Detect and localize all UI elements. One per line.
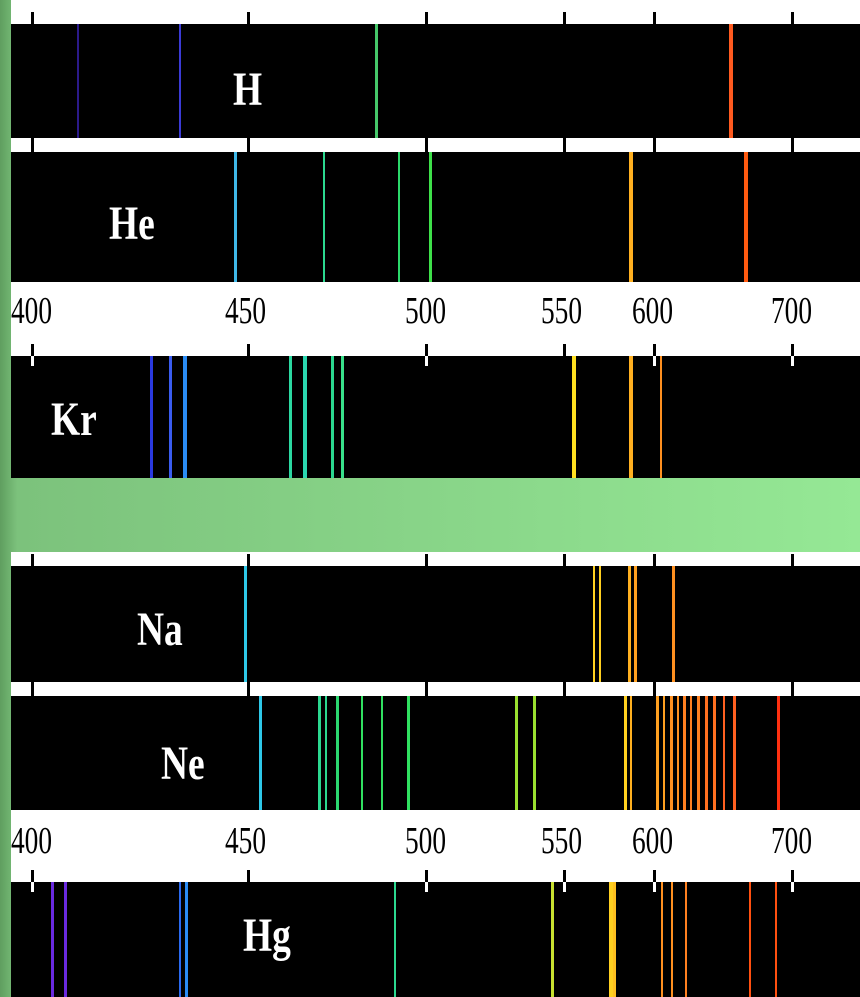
- spectral-line: [629, 356, 633, 478]
- element-label: Kr: [51, 393, 97, 446]
- spectral-line: [656, 696, 659, 810]
- spectral-line: [318, 696, 321, 810]
- spectral-line: [303, 356, 307, 478]
- spectral-line: [394, 882, 396, 997]
- spectral-line: [77, 24, 79, 138]
- scale-label: 400: [11, 820, 53, 862]
- spectral-line: [398, 152, 400, 282]
- spectral-line: [331, 356, 334, 478]
- spectral-line: [429, 152, 432, 282]
- spectral-line: [683, 696, 686, 810]
- spectral-line: [671, 882, 673, 997]
- scale-label: 600: [632, 290, 674, 332]
- spectral-line: [749, 882, 751, 997]
- element-label: Hg: [243, 909, 291, 962]
- spectral-line: [515, 696, 518, 810]
- element-label: Na: [137, 603, 183, 656]
- spectral-line: [244, 566, 247, 682]
- spectral-line: [593, 566, 595, 682]
- scale-label: 700: [771, 290, 813, 332]
- spectral-line: [697, 696, 700, 810]
- spectral-line: [64, 882, 67, 997]
- spectral-line: [150, 356, 153, 478]
- divider-top: [11, 0, 860, 24]
- spectral-line: [630, 696, 632, 810]
- spectrum-strip-hg: Hg: [11, 882, 860, 997]
- spectral-line: [533, 696, 536, 810]
- spectral-line: [661, 882, 663, 997]
- scale-label: 450: [225, 290, 267, 332]
- spectral-line: [381, 696, 383, 810]
- top-spectra-panel: H He 400 450 500 550 600 700: [11, 0, 860, 478]
- spectral-line: [628, 566, 631, 682]
- spectral-line: [713, 696, 716, 810]
- wavelength-scale: 400 450 500 550 600 700: [11, 810, 860, 882]
- spectral-line: [375, 24, 378, 138]
- element-label: He: [109, 197, 155, 250]
- scale-label: 450: [225, 820, 267, 862]
- scale-label: 500: [405, 290, 447, 332]
- spectral-line: [672, 566, 675, 682]
- spectral-line: [361, 696, 363, 810]
- scale-label: 550: [541, 290, 583, 332]
- spectral-line: [670, 696, 673, 810]
- spectral-line: [259, 696, 262, 810]
- spectral-line: [609, 882, 613, 997]
- spectral-line: [723, 696, 725, 810]
- spectrum-strip-he: He: [11, 152, 860, 282]
- divider: [11, 552, 860, 566]
- scale-label: 600: [632, 820, 674, 862]
- spectral-line: [663, 696, 665, 810]
- spectral-line: [629, 152, 633, 282]
- spectral-line: [234, 152, 237, 282]
- spectral-line: [407, 696, 410, 810]
- scale-label: 400: [11, 290, 53, 332]
- spectral-line: [733, 696, 736, 810]
- spectral-line: [775, 882, 777, 997]
- spectral-line: [705, 696, 708, 810]
- scale-label: 700: [771, 820, 813, 862]
- spectral-line: [729, 24, 733, 138]
- element-label: H: [233, 63, 263, 116]
- divider: [11, 138, 860, 152]
- divider: [11, 682, 860, 696]
- spectral-line: [572, 356, 576, 478]
- scale-label: 500: [405, 820, 447, 862]
- spectral-line: [179, 882, 181, 997]
- spectral-line: [634, 566, 637, 682]
- spectral-line: [744, 152, 748, 282]
- spectral-line: [169, 356, 172, 478]
- scale-label: 550: [541, 820, 583, 862]
- spectral-line: [325, 696, 327, 810]
- spectrum-strip-na: Na: [11, 566, 860, 682]
- spectral-line: [677, 696, 679, 810]
- element-label: Ne: [161, 737, 205, 790]
- spectral-line: [51, 882, 54, 997]
- spectral-line: [613, 882, 616, 997]
- spectral-line: [599, 566, 601, 682]
- spectral-line: [179, 24, 181, 138]
- bottom-spectra-panel: Na Ne 400 450: [11, 552, 860, 997]
- spectral-line: [624, 696, 627, 810]
- spectral-line: [660, 356, 662, 478]
- spectral-line: [685, 882, 687, 997]
- spectral-line: [777, 696, 780, 810]
- wavelength-scale: 400 450 500 550 600 700: [11, 282, 860, 356]
- spectral-line: [289, 356, 292, 478]
- spectral-line: [341, 356, 344, 478]
- spectrum-strip-ne: Ne: [11, 696, 860, 810]
- spectral-line: [551, 882, 554, 997]
- spectral-line: [185, 882, 188, 997]
- spectrum-strip-h: H: [11, 24, 860, 138]
- spectral-line: [183, 356, 187, 478]
- spectral-line: [323, 152, 325, 282]
- spectral-line: [336, 696, 339, 810]
- spectral-line: [690, 696, 692, 810]
- spectrum-strip-kr: Kr: [11, 356, 860, 478]
